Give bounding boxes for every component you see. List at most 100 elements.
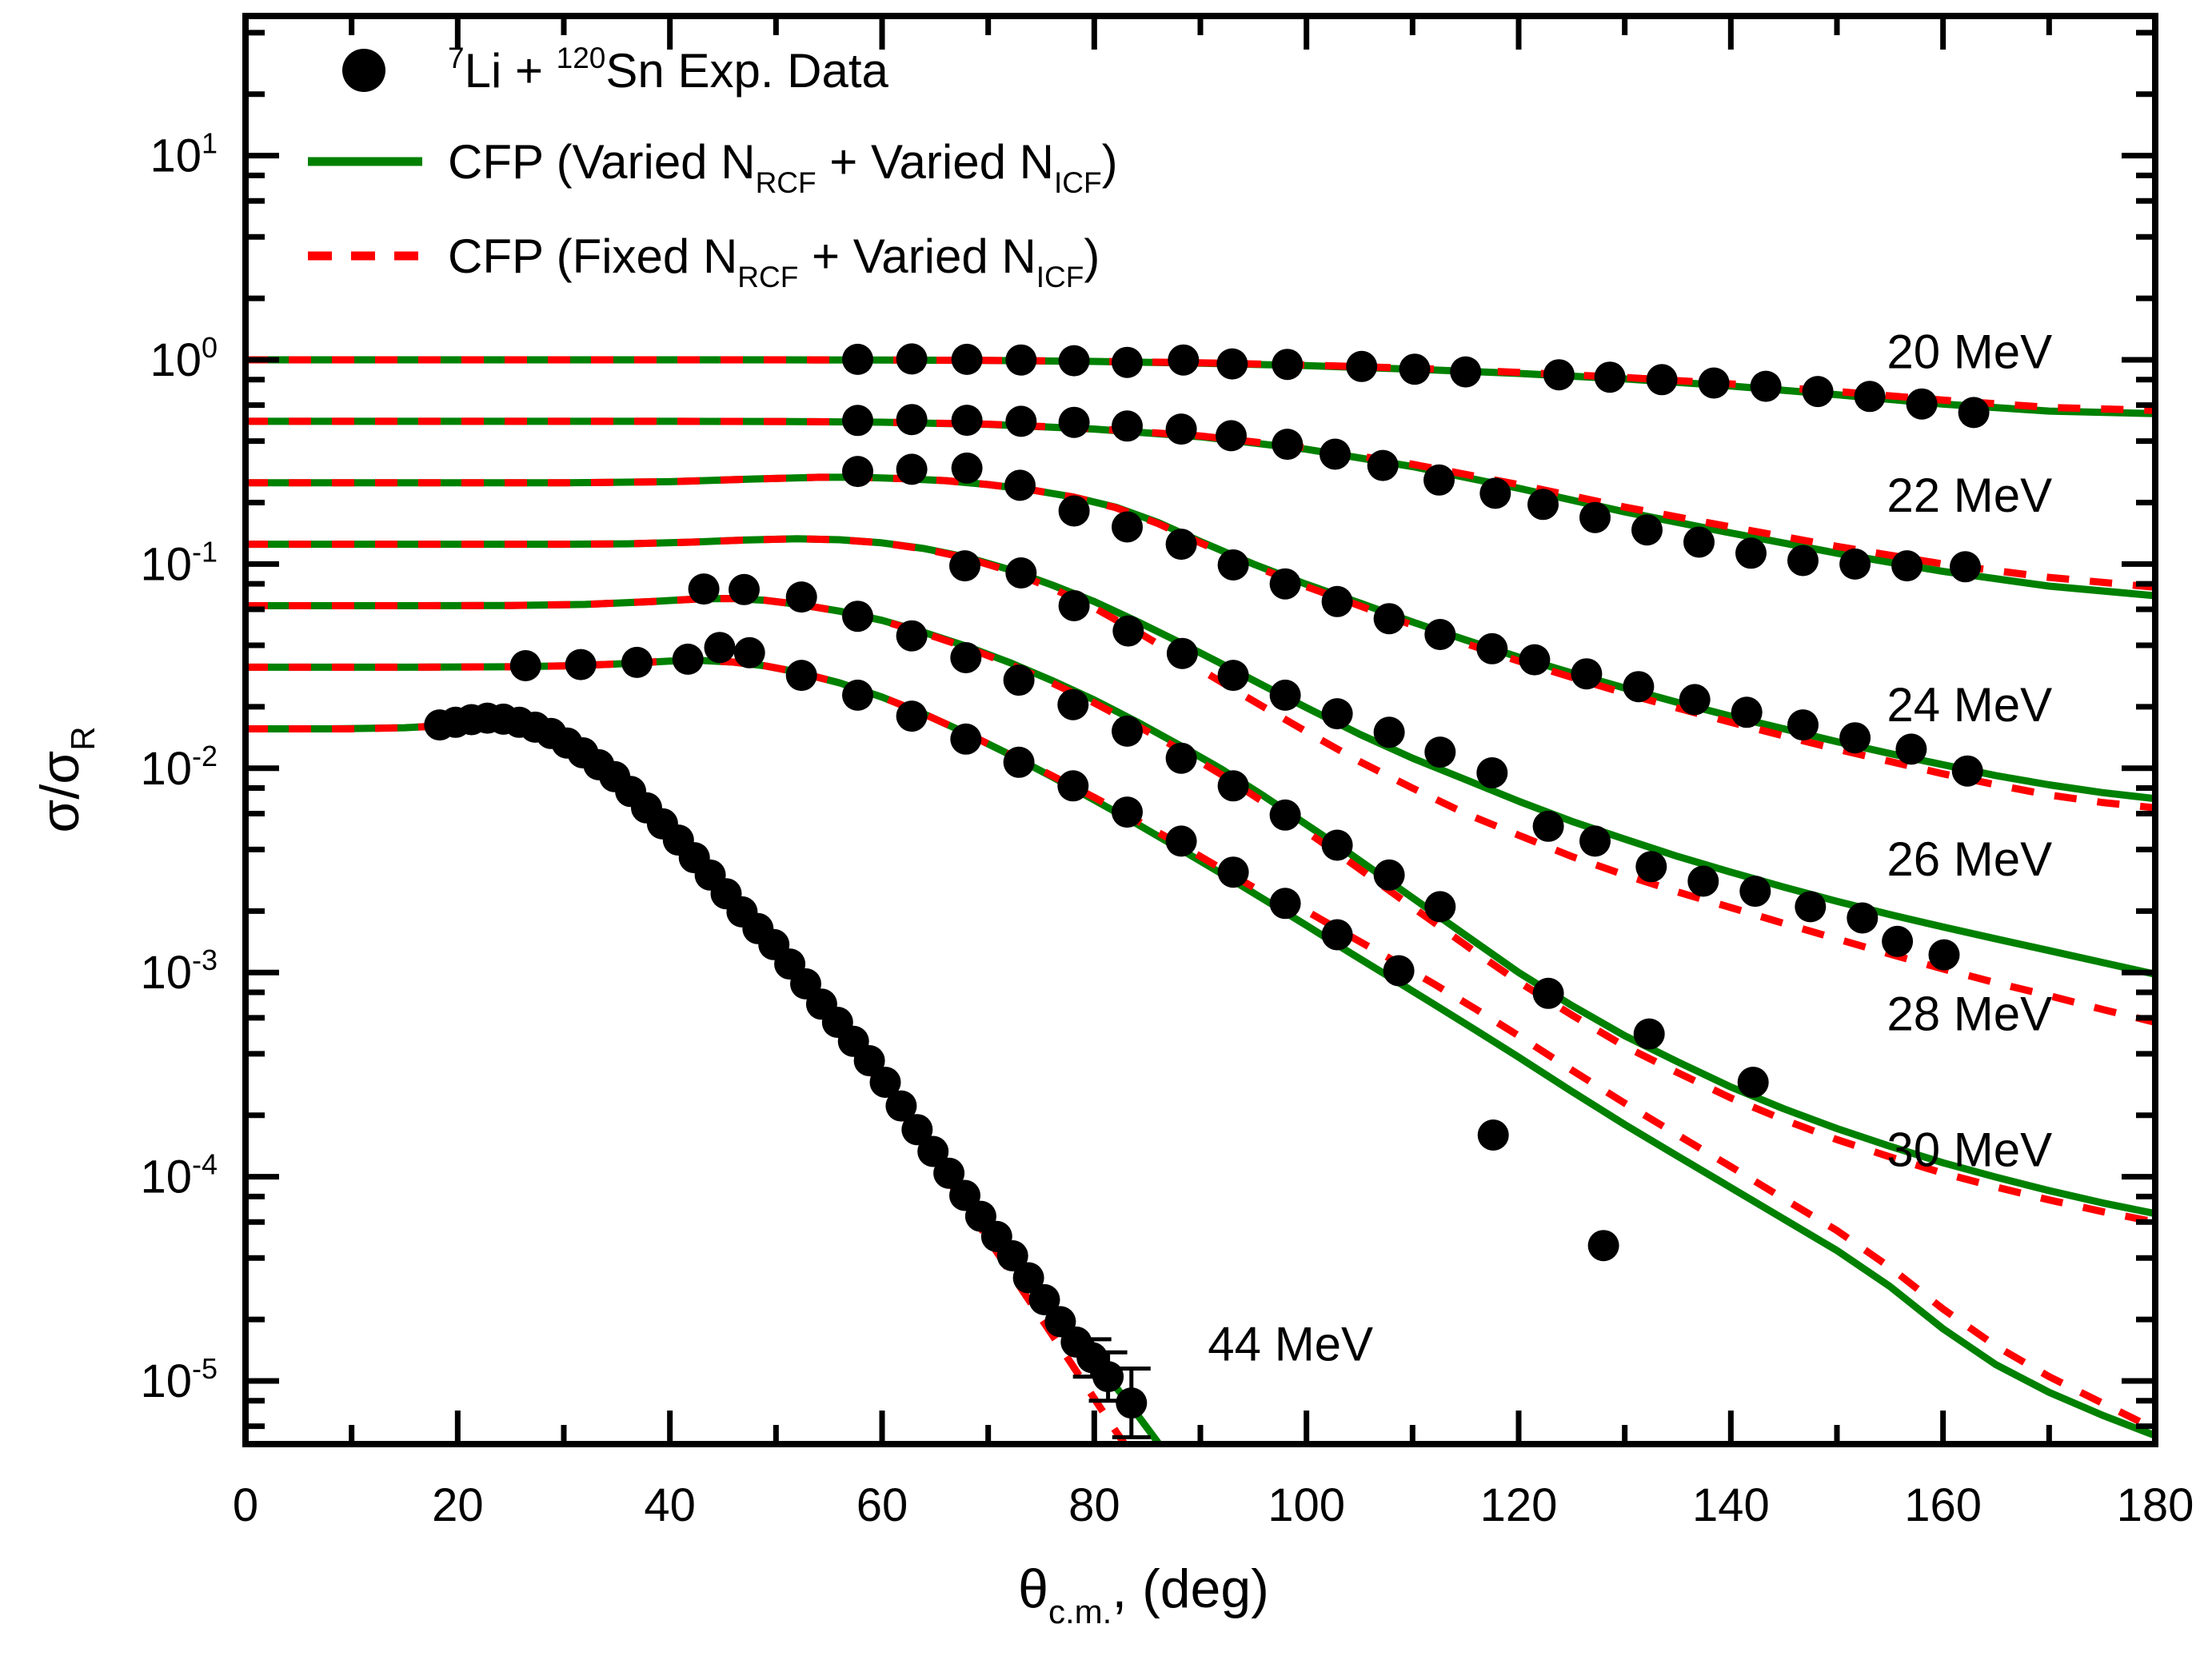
data-point [1058,495,1090,527]
data-point [996,1240,1028,1271]
data-point [1958,397,1990,429]
x-axis-label: θc.m., (deg) [1018,1558,1269,1630]
data-points-24MeV [842,452,1983,787]
curve-varied-30MeV [246,656,2155,1439]
data-point [1687,865,1719,897]
y-tick-label: 10-2 [140,740,218,795]
data-point [1003,746,1035,778]
data-point [1116,1387,1148,1419]
series-label-26MeV: 26 MeV [1887,832,2052,886]
data-point [896,343,928,375]
data-point [1012,1262,1044,1294]
x-tick-label: 40 [644,1479,696,1531]
data-point [1028,1283,1060,1315]
data-point [896,404,928,436]
data-point [1795,891,1827,923]
data-point [1787,545,1819,577]
data-point [1092,1361,1124,1393]
data-point [785,581,817,613]
data-point [1165,529,1197,561]
data-point [1057,770,1089,802]
data-point [1321,829,1353,861]
y-tick-label: 10-5 [140,1352,218,1407]
data-point [1631,514,1663,546]
data-point [1891,550,1923,582]
data-point [1479,477,1511,509]
data-point [729,573,760,605]
data-point [1739,876,1771,908]
data-point [1165,742,1197,774]
legend-dot-marker [342,49,385,92]
labels-group: 0 20 40 60 80 100 120 140 160 180 101 100 10-1 10-2 10… [30,127,2194,1630]
data-point [1399,353,1431,385]
data-point [1477,1119,1509,1151]
data-point [1839,722,1871,754]
data-point [1168,344,1200,376]
data-point [896,620,928,652]
data-point [1373,859,1405,891]
curve-fixed-22MeV [246,417,2155,591]
data-point [565,648,597,680]
data-point [1217,660,1249,692]
data-point [1005,557,1037,589]
series-label-24MeV: 24 MeV [1887,678,2052,732]
data-point [1683,526,1715,558]
data-point [1367,449,1399,481]
x-tick-label: 100 [1268,1479,1345,1531]
x-tick-label: 80 [1068,1479,1120,1531]
curve-varied-44MeV [246,716,1164,1444]
data-point [1424,736,1456,768]
legend: 7Li + 120Sn Exp. Data CFP (Varied NRCF + … [308,42,1118,293]
data-point [1166,637,1198,669]
curve-fixed-30MeV [246,656,2155,1433]
data-point [1003,664,1035,696]
data-point [1633,1018,1665,1050]
data-point [1698,367,1730,399]
data-point [1058,590,1090,621]
data-point [733,636,765,668]
data-point [950,642,982,673]
data-point [621,646,653,678]
data-point [1543,359,1575,391]
data-point [1321,919,1353,951]
data-point [1005,344,1037,376]
data-point [1272,349,1304,381]
data-point [1165,825,1197,857]
data-point [1679,684,1711,716]
data-point [951,405,983,437]
data-points-26MeV [949,550,1960,971]
data-point [1320,438,1351,470]
data-points-44MeV [424,702,1148,1419]
data-point [1269,679,1301,711]
data-point [688,573,720,605]
curve-varied-24MeV [246,473,2155,803]
data-point [1802,376,1834,408]
data-point [1895,733,1927,765]
series-group [246,343,2155,1444]
data-point [1635,851,1667,883]
data-point [1532,977,1564,1009]
data-point [1217,856,1249,888]
legend-label-1: CFP (Varied NRCF + Varied NICF) [448,135,1118,199]
data-point [853,1045,885,1076]
series-label-20MeV: 20 MeV [1887,325,2052,378]
data-point [1423,464,1455,496]
data-point [842,343,873,375]
data-point [1112,796,1143,828]
data-point [1269,888,1301,920]
y-tick-label: 10-1 [140,535,218,590]
data-points-22MeV [842,404,1981,583]
data-point [1216,348,1248,380]
curve-fixed-26MeV [246,535,2155,1026]
data-point [1321,585,1353,617]
data-point [950,723,982,755]
data-point [1735,537,1767,569]
data-point [1737,1067,1769,1098]
data-point [951,343,983,375]
x-tick-label: 140 [1692,1479,1770,1531]
data-point [1951,755,1983,787]
data-point [1424,891,1456,923]
legend-entry-0: 7Li + 120Sn Exp. Data [342,42,889,98]
curve-fixed-20MeV [246,356,2155,414]
